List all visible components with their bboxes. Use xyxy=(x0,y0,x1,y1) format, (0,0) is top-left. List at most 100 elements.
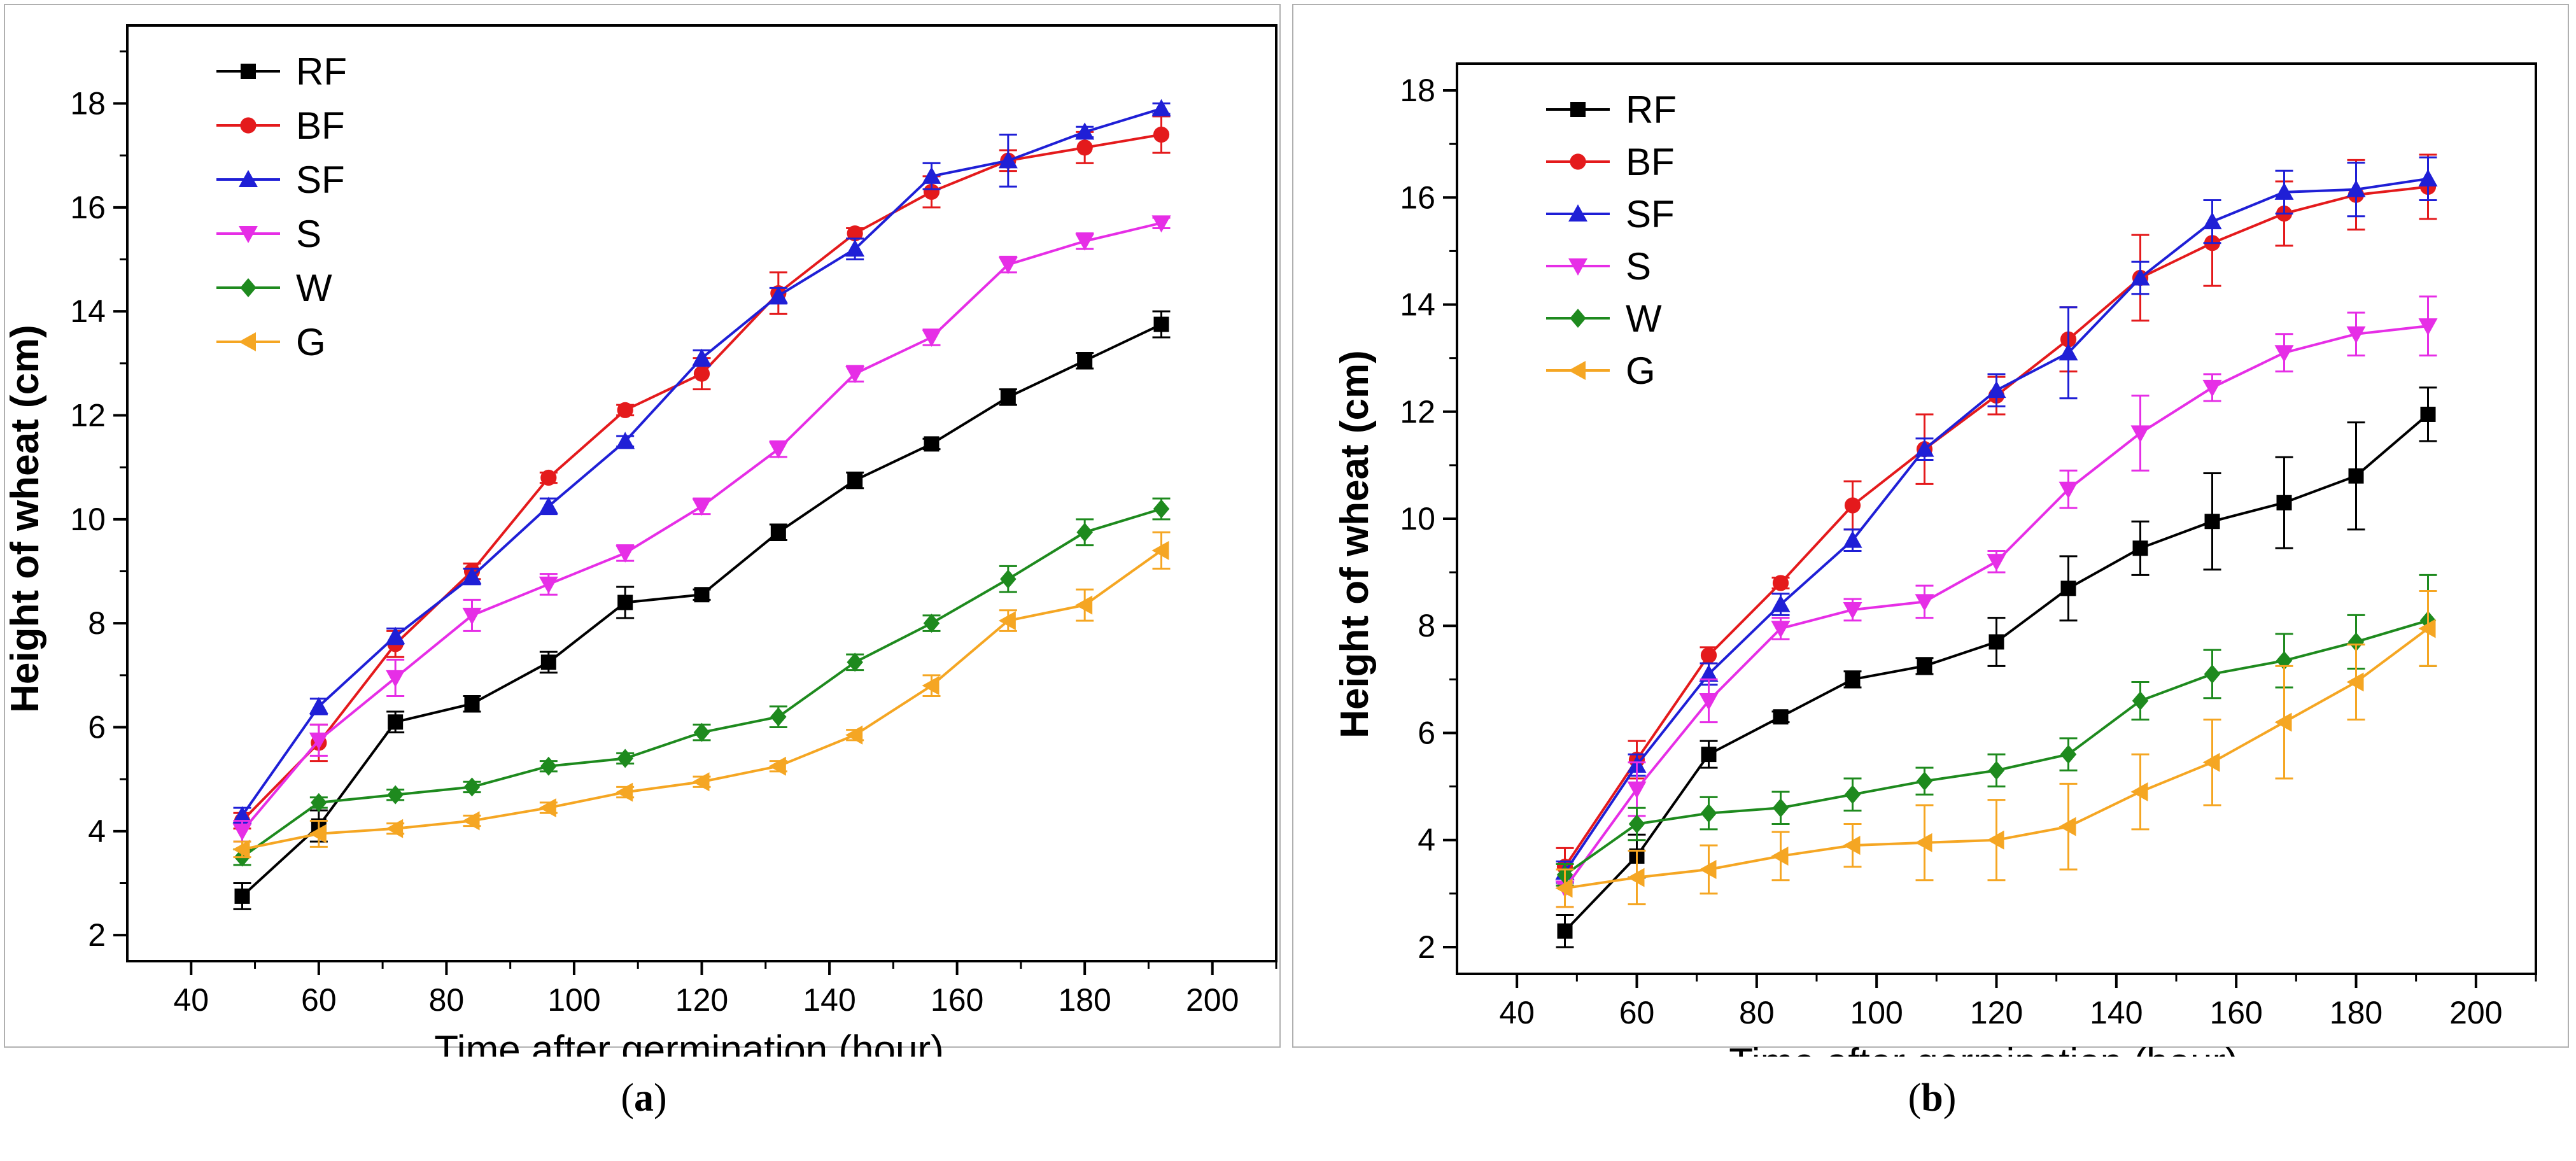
data-point-sf xyxy=(845,239,865,257)
data-point-rf xyxy=(1773,709,1789,725)
y-tick-label: 14 xyxy=(70,293,106,329)
y-tick-label: 6 xyxy=(88,710,106,745)
data-point-w xyxy=(847,652,863,672)
data-point-sf xyxy=(1843,530,1862,548)
data-point-rf xyxy=(1557,923,1573,939)
y-tick-label: 12 xyxy=(70,398,106,433)
data-point-rf xyxy=(770,524,786,540)
data-point-s xyxy=(309,732,328,750)
data-point-s xyxy=(922,330,941,347)
data-point-sf xyxy=(386,626,405,644)
y-tick-label: 16 xyxy=(70,190,106,225)
data-point-s xyxy=(845,366,865,384)
legend-marker-sf xyxy=(239,170,258,187)
legend-marker-sf xyxy=(1568,204,1587,222)
data-point-rf xyxy=(234,888,250,904)
y-tick-label: 4 xyxy=(88,813,106,849)
panel-a-caption: (a) xyxy=(621,1076,667,1120)
data-point-rf xyxy=(2132,540,2148,556)
data-point-rf xyxy=(540,654,556,670)
data-point-s xyxy=(1987,554,2006,572)
data-point-g xyxy=(845,725,863,745)
data-point-sf xyxy=(998,151,1018,169)
data-point-g xyxy=(768,756,786,776)
data-point-s xyxy=(2059,481,2078,499)
data-point-g xyxy=(2059,817,2076,836)
data-point-g xyxy=(1771,846,1789,866)
x-axis-label: Time after germination (hour) xyxy=(1729,1041,2239,1057)
data-point-rf xyxy=(388,714,404,730)
data-point-sf xyxy=(2418,169,2438,186)
legend-marker-bf xyxy=(240,117,257,134)
data-point-w xyxy=(1916,771,1933,791)
panel-b-caption: (b) xyxy=(1908,1076,1957,1120)
legend-label-rf: RF xyxy=(296,50,347,93)
data-point-rf xyxy=(1701,747,1717,763)
chart-b: 40 60 80 100 120 140 160 180 200 2 4 6 8 10 12 14 16 18 Ti… xyxy=(1333,62,2537,1057)
data-point-w xyxy=(311,792,327,812)
data-point-g xyxy=(2130,782,2148,801)
data-point-s xyxy=(1699,693,1719,710)
data-point-bf xyxy=(1772,575,1789,591)
data-point-g xyxy=(2418,619,2436,638)
data-point-bf xyxy=(923,183,940,200)
data-point-g xyxy=(1627,868,1645,887)
data-point-bf xyxy=(1844,497,1861,514)
data-point-w xyxy=(540,756,557,776)
data-point-sf xyxy=(232,806,252,824)
x-tick-label: 60 xyxy=(1619,995,1655,1031)
legend-label-g: G xyxy=(296,321,326,363)
data-point-g xyxy=(2202,752,2220,772)
y-tick-label: 10 xyxy=(70,502,106,537)
data-point-sf xyxy=(1915,439,1934,457)
data-point-g xyxy=(386,819,404,838)
data-point-s xyxy=(616,545,635,563)
data-point-g xyxy=(309,824,327,843)
y-tick-label: 8 xyxy=(1418,608,1435,644)
legend-label-sf: SF xyxy=(1626,193,1675,236)
x-tick-label: 120 xyxy=(1970,995,2023,1031)
data-point-rf xyxy=(2348,468,2364,484)
data-point-g xyxy=(692,772,710,792)
data-point-sf xyxy=(2130,268,2150,286)
data-point-s xyxy=(1627,781,1647,799)
data-point-w xyxy=(1700,803,1717,823)
x-tick-label: 200 xyxy=(2449,995,2502,1031)
legend-marker-s xyxy=(239,226,258,243)
data-point-w xyxy=(2132,691,2149,710)
data-point-bf xyxy=(1076,139,1093,156)
data-point-rf xyxy=(1917,658,1932,674)
data-point-bf xyxy=(617,402,633,418)
data-point-g xyxy=(232,840,250,859)
series-line-rf xyxy=(241,323,1162,897)
data-point-g xyxy=(616,782,633,802)
legend-marker-w xyxy=(240,278,257,297)
data-point-sf xyxy=(462,566,482,584)
y-tick-label: 2 xyxy=(88,917,106,953)
series-line-bf xyxy=(241,133,1162,822)
data-point-rf xyxy=(2204,514,2220,530)
x-tick-label: 40 xyxy=(173,982,209,1018)
data-point-sf xyxy=(1075,122,1095,140)
legend-label-w: W xyxy=(1626,297,1662,340)
x-tick-label: 60 xyxy=(301,982,337,1018)
data-point-sf xyxy=(538,496,558,514)
y-tick-label: 18 xyxy=(70,86,106,122)
series-line-w xyxy=(241,507,1162,859)
data-point-w xyxy=(387,785,404,805)
x-tick-label: 200 xyxy=(1186,982,1239,1018)
y-tick-label: 6 xyxy=(1418,715,1435,750)
legend-label-s: S xyxy=(296,213,321,255)
x-tick-label: 140 xyxy=(803,982,855,1018)
data-point-s xyxy=(2418,318,2438,336)
data-point-g xyxy=(1151,540,1169,560)
data-point-s xyxy=(2202,379,2222,397)
legend-label-rf: RF xyxy=(1626,88,1677,131)
x-tick-label: 100 xyxy=(547,982,600,1018)
x-tick-label: 160 xyxy=(2209,995,2262,1031)
legend-label-bf: BF xyxy=(296,104,345,147)
legend-label-s: S xyxy=(1626,245,1651,288)
data-point-rf xyxy=(847,472,863,488)
data-point-s xyxy=(462,607,482,625)
data-point-w xyxy=(2060,745,2077,764)
